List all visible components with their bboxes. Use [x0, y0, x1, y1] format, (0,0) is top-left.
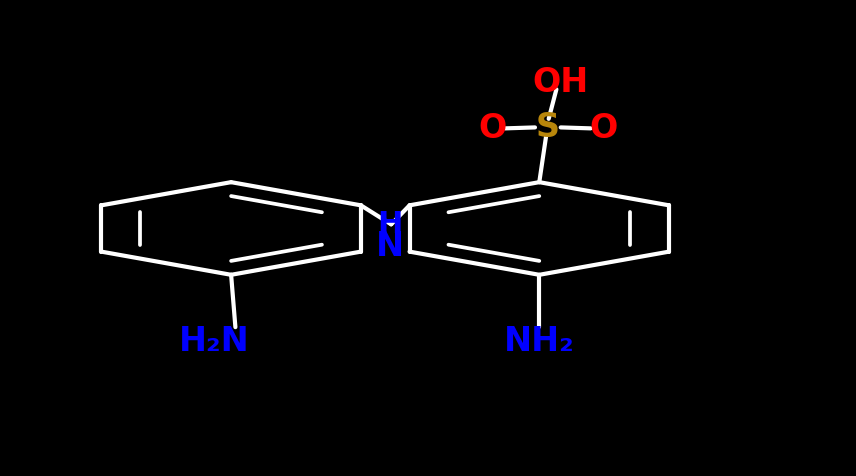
Text: H₂N: H₂N — [179, 325, 249, 358]
Text: NH₂: NH₂ — [504, 325, 574, 358]
Text: OH: OH — [532, 66, 589, 99]
Text: N: N — [376, 230, 403, 263]
Text: H: H — [377, 210, 402, 239]
Text: O: O — [589, 112, 618, 145]
Text: S: S — [536, 111, 560, 144]
Text: O: O — [478, 112, 507, 145]
